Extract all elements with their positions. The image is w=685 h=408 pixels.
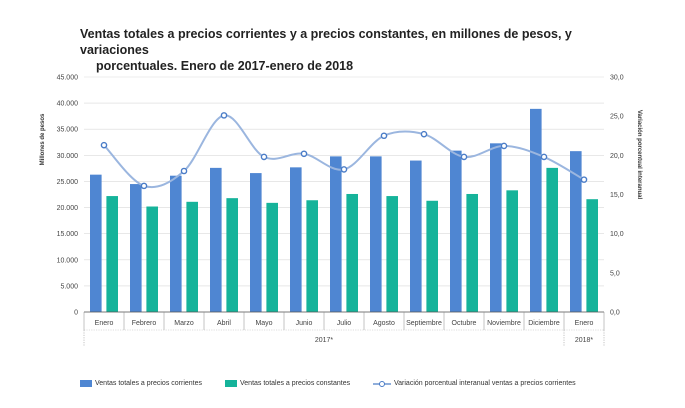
bar-corrientes xyxy=(170,175,182,312)
y-tick-label: 15.000 xyxy=(57,231,79,238)
x-tick-label: Marzo xyxy=(174,320,194,327)
y2-tick-label: 5,0 xyxy=(610,270,620,277)
bar-corrientes xyxy=(330,156,342,312)
x-tick-label: Mayo xyxy=(255,320,272,327)
variacion-point xyxy=(260,153,268,161)
bar-constantes xyxy=(306,200,318,312)
legend-label-variacion: Variación porcentual interanual ventas a… xyxy=(394,380,576,387)
x-tick-label: Agosto xyxy=(373,320,395,327)
variacion-point xyxy=(540,153,548,161)
variacion-point xyxy=(380,132,388,140)
chart-title-line-2: porcentuales. Enero de 2017-enero de 201… xyxy=(96,59,354,73)
variacion-line xyxy=(103,114,585,189)
bar-constantes xyxy=(426,200,438,312)
bar-constantes xyxy=(146,206,158,312)
legend-item-corrientes: Ventas totales a precios corrientes xyxy=(80,380,202,387)
legend-swatch-constantes xyxy=(225,380,237,387)
y-axis-title: Millones de pesos xyxy=(40,113,46,165)
legend-item-variacion: Variación porcentual interanual ventas a… xyxy=(373,380,576,387)
chart-canvas: 45.000 40.000 35.000 30.000 25.000 20.000 15.0… xyxy=(40,75,642,346)
variacion-point xyxy=(300,150,308,158)
bar-corrientes xyxy=(210,167,222,312)
x-tick-label: Junio xyxy=(296,320,313,327)
y2-tick-label: 15,0 xyxy=(610,192,624,199)
x-tick-label: Noviembre xyxy=(487,320,521,327)
bar-constantes xyxy=(186,201,198,312)
y2-tick-label: 0,0 xyxy=(610,310,620,317)
x-tick-label: Julio xyxy=(337,320,352,327)
bar-constantes xyxy=(466,193,478,312)
bar-corrientes xyxy=(130,184,142,312)
bar-corrientes xyxy=(570,151,582,312)
y2-tick-label: 10,0 xyxy=(610,231,624,238)
variacion-point xyxy=(460,153,468,161)
bar-constantes xyxy=(106,196,118,312)
y-tick-label: 0 xyxy=(74,310,78,317)
y2-axis-title: Variación porcentual interanual xyxy=(636,110,642,200)
bar-corrientes xyxy=(90,174,102,312)
y2-tick-label: 20,0 xyxy=(610,153,624,160)
variacion-point xyxy=(340,166,348,173)
bar-corrientes xyxy=(370,156,382,312)
x-tick-label: Septiembre xyxy=(406,320,442,327)
chart-legend: Ventas totales a precios corrientes Vent… xyxy=(80,380,640,394)
x-tick-label: Diciembre xyxy=(528,320,560,327)
variacion-point xyxy=(220,112,228,119)
year-label: 2017* xyxy=(315,337,334,344)
bar-constantes xyxy=(226,198,238,312)
variacion-point xyxy=(420,130,428,138)
bar-constantes xyxy=(346,193,358,312)
y-tick-label: 10.000 xyxy=(57,257,79,264)
bar-corrientes xyxy=(490,143,502,312)
x-tick-label: Abril xyxy=(217,320,231,327)
year-label: 2018* xyxy=(575,337,594,344)
y2-tick-label: 30,0 xyxy=(610,75,624,82)
legend-swatch-variacion xyxy=(373,380,391,387)
y-tick-label: 5.000 xyxy=(60,283,78,290)
y-tick-label: 20.000 xyxy=(57,205,79,212)
variacion-point xyxy=(100,141,108,149)
x-tick-label: Febrero xyxy=(132,320,157,327)
variacion-point xyxy=(140,182,148,190)
y-tick-label: 30.000 xyxy=(57,153,79,160)
bar-corrientes xyxy=(450,150,462,312)
bar-constantes xyxy=(586,199,598,312)
bar-constantes xyxy=(266,202,278,312)
bar-corrientes xyxy=(410,160,422,312)
y-tick-label: 25.000 xyxy=(57,179,79,186)
legend-item-constantes: Ventas totales a precios constantes xyxy=(225,380,350,387)
legend-label-constantes: Ventas totales a precios constantes xyxy=(240,380,351,387)
legend-label-corrientes: Ventas totales a precios corrientes xyxy=(95,380,203,387)
bar-corrientes xyxy=(250,173,262,312)
bar-constantes xyxy=(386,196,398,312)
y-tick-label: 35.000 xyxy=(57,127,79,134)
variacion-point xyxy=(580,176,588,183)
chart-title: Ventas totales a precios corrientes y a … xyxy=(80,26,640,74)
variacion-point xyxy=(500,142,508,150)
x-tick-label: Enero xyxy=(95,320,114,327)
bar-corrientes xyxy=(290,167,302,312)
x-tick-label: Octubre xyxy=(452,320,477,327)
y2-tick-label: 25,0 xyxy=(610,114,624,121)
y-tick-label: 40.000 xyxy=(57,101,79,108)
x-tick-label: Enero xyxy=(575,320,594,327)
bar-constantes xyxy=(506,190,518,312)
y-tick-label: 45.000 xyxy=(57,75,79,82)
bar-corrientes xyxy=(530,108,542,312)
chart-title-line-1: Ventas totales a precios corrientes y a … xyxy=(80,27,572,57)
variacion-point xyxy=(180,167,188,175)
bar-constantes xyxy=(546,167,558,312)
legend-swatch-corrientes xyxy=(80,380,92,387)
